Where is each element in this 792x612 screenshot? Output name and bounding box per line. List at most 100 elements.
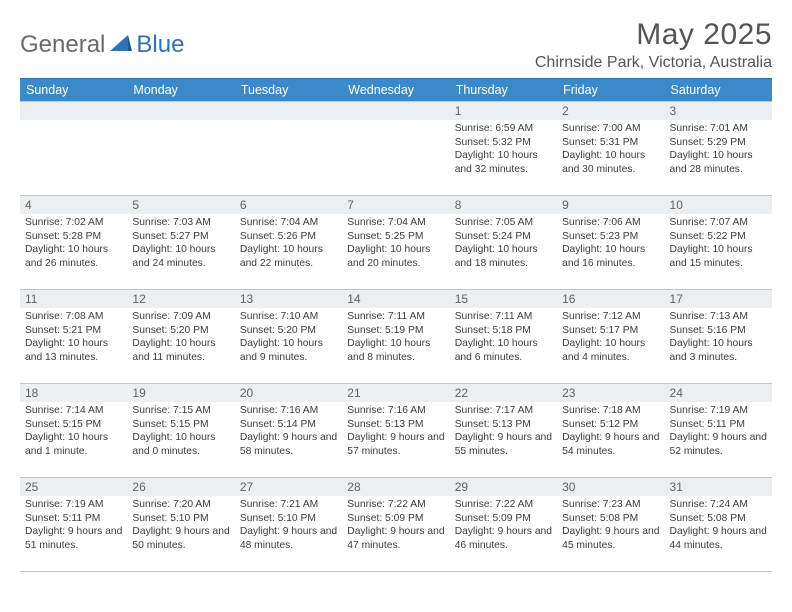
title-block: May 2025 Chirnside Park, Victoria, Austr…: [535, 18, 772, 72]
day-number: 19: [127, 384, 234, 402]
calendar-cell: [20, 102, 127, 196]
calendar-cell: 24Sunrise: 7:19 AMSunset: 5:11 PMDayligh…: [665, 384, 772, 478]
day-number: 27: [235, 478, 342, 496]
calendar-head: SundayMondayTuesdayWednesdayThursdayFrid…: [20, 79, 772, 102]
day-number: 7: [342, 196, 449, 214]
calendar-cell: 14Sunrise: 7:11 AMSunset: 5:19 PMDayligh…: [342, 290, 449, 384]
calendar-body: 1Sunrise: 6:59 AMSunset: 5:32 PMDaylight…: [20, 102, 772, 572]
day-number-empty: [235, 102, 342, 120]
calendar-cell: 10Sunrise: 7:07 AMSunset: 5:22 PMDayligh…: [665, 196, 772, 290]
weekday-header: Sunday: [20, 79, 127, 102]
day-details: Sunrise: 7:02 AMSunset: 5:28 PMDaylight:…: [20, 214, 127, 274]
day-number: 9: [557, 196, 664, 214]
day-number: 15: [450, 290, 557, 308]
day-details: Sunrise: 7:07 AMSunset: 5:22 PMDaylight:…: [665, 214, 772, 274]
day-number-empty: [20, 102, 127, 120]
calendar-cell: 16Sunrise: 7:12 AMSunset: 5:17 PMDayligh…: [557, 290, 664, 384]
page-title: May 2025: [535, 18, 772, 52]
day-details: Sunrise: 7:23 AMSunset: 5:08 PMDaylight:…: [557, 496, 664, 556]
weekday-header: Tuesday: [235, 79, 342, 102]
day-number: 31: [665, 478, 772, 496]
calendar-cell: 29Sunrise: 7:22 AMSunset: 5:09 PMDayligh…: [450, 478, 557, 572]
day-number: 28: [342, 478, 449, 496]
day-details: Sunrise: 7:15 AMSunset: 5:15 PMDaylight:…: [127, 402, 234, 462]
calendar-cell: 9Sunrise: 7:06 AMSunset: 5:23 PMDaylight…: [557, 196, 664, 290]
calendar-cell: 26Sunrise: 7:20 AMSunset: 5:10 PMDayligh…: [127, 478, 234, 572]
day-number: 16: [557, 290, 664, 308]
day-details: Sunrise: 7:22 AMSunset: 5:09 PMDaylight:…: [342, 496, 449, 556]
calendar-cell: 28Sunrise: 7:22 AMSunset: 5:09 PMDayligh…: [342, 478, 449, 572]
day-number: 30: [557, 478, 664, 496]
day-details: Sunrise: 7:03 AMSunset: 5:27 PMDaylight:…: [127, 214, 234, 274]
day-number: 25: [20, 478, 127, 496]
calendar-cell: 13Sunrise: 7:10 AMSunset: 5:20 PMDayligh…: [235, 290, 342, 384]
logo-triangle-icon: [110, 31, 132, 59]
calendar-cell: 6Sunrise: 7:04 AMSunset: 5:26 PMDaylight…: [235, 196, 342, 290]
day-details: Sunrise: 7:17 AMSunset: 5:13 PMDaylight:…: [450, 402, 557, 462]
day-details: Sunrise: 7:21 AMSunset: 5:10 PMDaylight:…: [235, 496, 342, 556]
day-details: Sunrise: 7:19 AMSunset: 5:11 PMDaylight:…: [665, 402, 772, 462]
weekday-header: Thursday: [450, 79, 557, 102]
day-number: 18: [20, 384, 127, 402]
day-number: 12: [127, 290, 234, 308]
day-details: Sunrise: 7:19 AMSunset: 5:11 PMDaylight:…: [20, 496, 127, 556]
calendar-cell: 31Sunrise: 7:24 AMSunset: 5:08 PMDayligh…: [665, 478, 772, 572]
day-number: 24: [665, 384, 772, 402]
calendar-table: SundayMondayTuesdayWednesdayThursdayFrid…: [20, 78, 772, 572]
day-number: 4: [20, 196, 127, 214]
day-details: Sunrise: 6:59 AMSunset: 5:32 PMDaylight:…: [450, 120, 557, 180]
day-number: 13: [235, 290, 342, 308]
day-details: Sunrise: 7:18 AMSunset: 5:12 PMDaylight:…: [557, 402, 664, 462]
weekday-header: Monday: [127, 79, 234, 102]
calendar-cell: 12Sunrise: 7:09 AMSunset: 5:20 PMDayligh…: [127, 290, 234, 384]
day-details: Sunrise: 7:09 AMSunset: 5:20 PMDaylight:…: [127, 308, 234, 368]
day-number: 5: [127, 196, 234, 214]
day-details: Sunrise: 7:20 AMSunset: 5:10 PMDaylight:…: [127, 496, 234, 556]
calendar-cell: 2Sunrise: 7:00 AMSunset: 5:31 PMDaylight…: [557, 102, 664, 196]
day-number: 8: [450, 196, 557, 214]
calendar-cell: 27Sunrise: 7:21 AMSunset: 5:10 PMDayligh…: [235, 478, 342, 572]
logo-text-general: General: [20, 31, 105, 59]
calendar-cell: 25Sunrise: 7:19 AMSunset: 5:11 PMDayligh…: [20, 478, 127, 572]
calendar-cell: 19Sunrise: 7:15 AMSunset: 5:15 PMDayligh…: [127, 384, 234, 478]
day-number: 1: [450, 102, 557, 120]
day-details: Sunrise: 7:24 AMSunset: 5:08 PMDaylight:…: [665, 496, 772, 556]
day-number: 6: [235, 196, 342, 214]
day-details: Sunrise: 7:01 AMSunset: 5:29 PMDaylight:…: [665, 120, 772, 180]
weekday-header: Wednesday: [342, 79, 449, 102]
day-details: Sunrise: 7:11 AMSunset: 5:18 PMDaylight:…: [450, 308, 557, 368]
page-subtitle: Chirnside Park, Victoria, Australia: [535, 54, 772, 72]
logo: General Blue: [20, 31, 184, 59]
day-number: 17: [665, 290, 772, 308]
day-number: 26: [127, 478, 234, 496]
day-details: Sunrise: 7:00 AMSunset: 5:31 PMDaylight:…: [557, 120, 664, 180]
calendar-cell: 23Sunrise: 7:18 AMSunset: 5:12 PMDayligh…: [557, 384, 664, 478]
calendar-cell: 1Sunrise: 6:59 AMSunset: 5:32 PMDaylight…: [450, 102, 557, 196]
day-details: Sunrise: 7:13 AMSunset: 5:16 PMDaylight:…: [665, 308, 772, 368]
header-bar: General Blue May 2025 Chirnside Park, Vi…: [20, 18, 772, 72]
calendar-cell: 20Sunrise: 7:16 AMSunset: 5:14 PMDayligh…: [235, 384, 342, 478]
day-number: 23: [557, 384, 664, 402]
calendar-cell: [235, 102, 342, 196]
day-details: Sunrise: 7:06 AMSunset: 5:23 PMDaylight:…: [557, 214, 664, 274]
day-number: 29: [450, 478, 557, 496]
calendar-cell: [342, 102, 449, 196]
calendar-cell: [127, 102, 234, 196]
day-number: 14: [342, 290, 449, 308]
day-number: 22: [450, 384, 557, 402]
day-details: Sunrise: 7:14 AMSunset: 5:15 PMDaylight:…: [20, 402, 127, 462]
day-details: Sunrise: 7:16 AMSunset: 5:13 PMDaylight:…: [342, 402, 449, 462]
day-details: Sunrise: 7:10 AMSunset: 5:20 PMDaylight:…: [235, 308, 342, 368]
calendar-cell: 3Sunrise: 7:01 AMSunset: 5:29 PMDaylight…: [665, 102, 772, 196]
day-details: Sunrise: 7:12 AMSunset: 5:17 PMDaylight:…: [557, 308, 664, 368]
calendar-cell: 18Sunrise: 7:14 AMSunset: 5:15 PMDayligh…: [20, 384, 127, 478]
calendar-cell: 15Sunrise: 7:11 AMSunset: 5:18 PMDayligh…: [450, 290, 557, 384]
day-number: 2: [557, 102, 664, 120]
day-number: 11: [20, 290, 127, 308]
weekday-header: Friday: [557, 79, 664, 102]
day-details: Sunrise: 7:05 AMSunset: 5:24 PMDaylight:…: [450, 214, 557, 274]
calendar-cell: 8Sunrise: 7:05 AMSunset: 5:24 PMDaylight…: [450, 196, 557, 290]
day-number: 3: [665, 102, 772, 120]
day-details: Sunrise: 7:04 AMSunset: 5:26 PMDaylight:…: [235, 214, 342, 274]
logo-text-blue: Blue: [136, 31, 184, 59]
